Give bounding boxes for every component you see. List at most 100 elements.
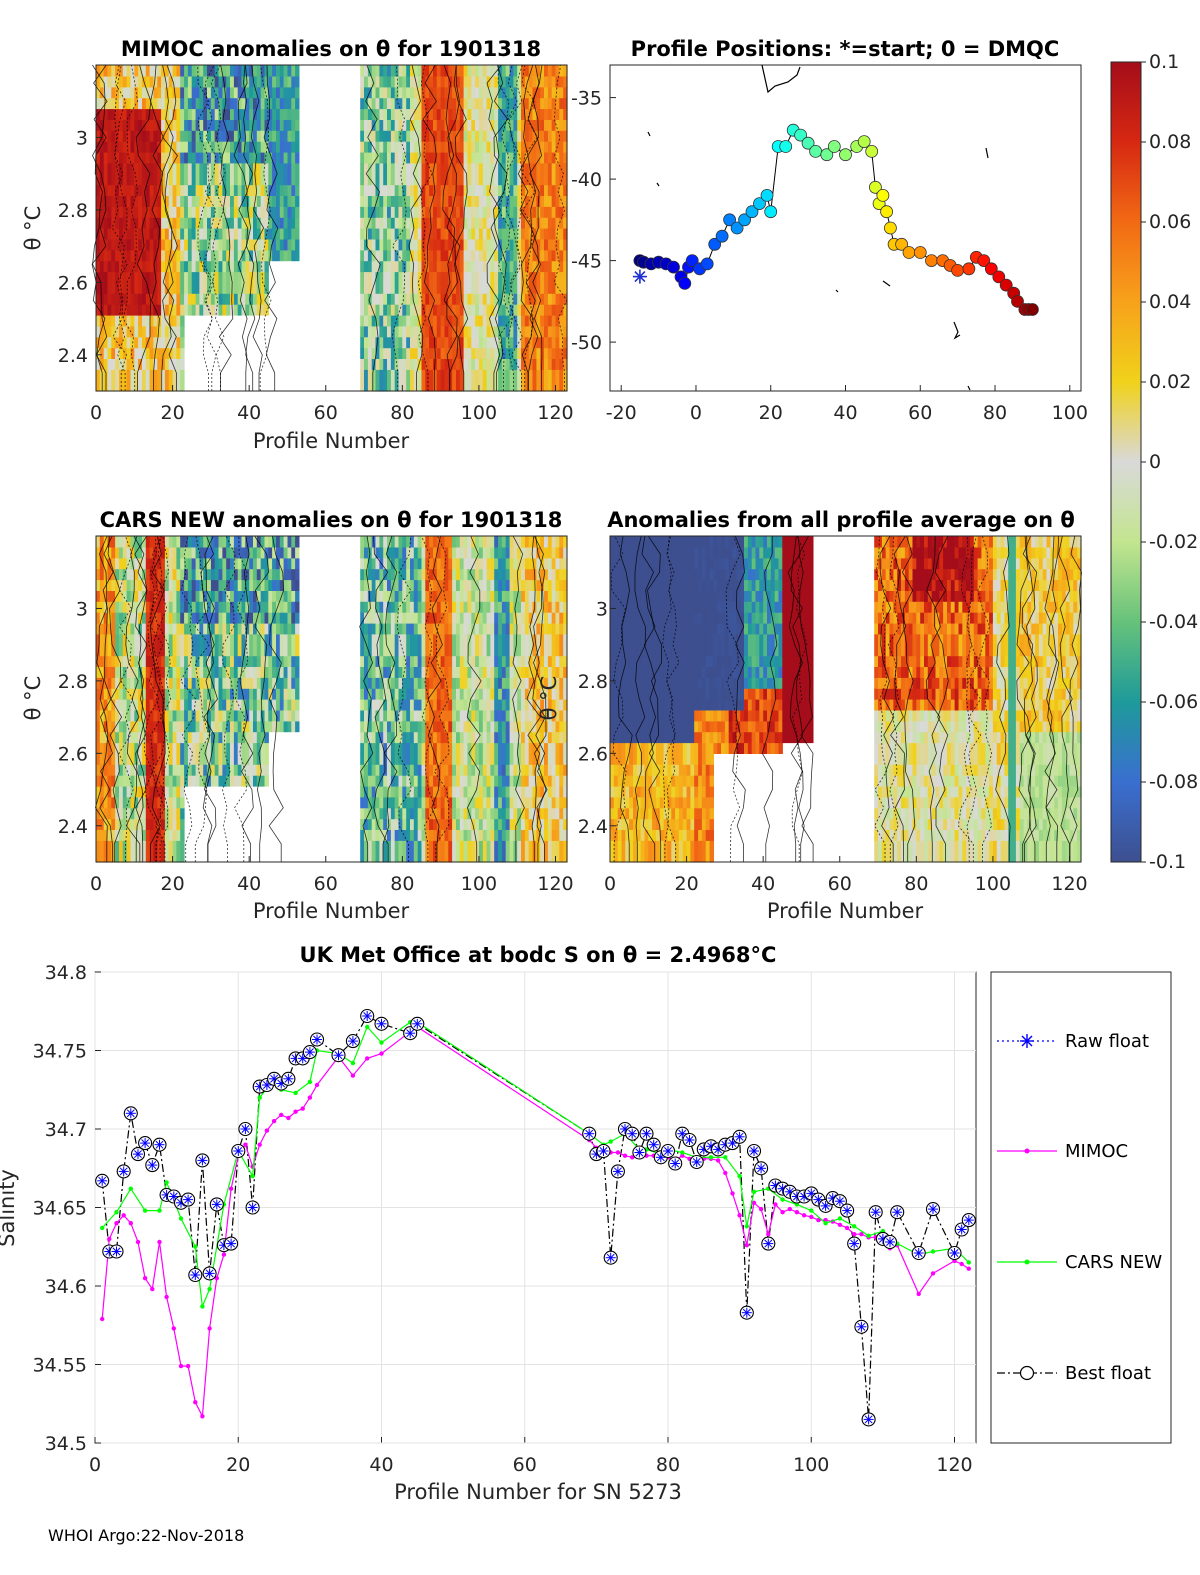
heatmap-cell: [199, 228, 204, 240]
heatmap-cell: [490, 304, 495, 316]
heatmap-cell: [126, 358, 131, 370]
heatmap-cell: [524, 336, 530, 349]
heatmap-cell: [230, 764, 235, 776]
heatmap-cell: [122, 688, 128, 700]
heatmap-cell: [509, 173, 514, 186]
heatmap-cell: [226, 764, 231, 776]
heatmap-cell: [245, 557, 250, 570]
heatmap-cell: [226, 709, 231, 722]
heatmap-cell: [130, 546, 135, 559]
heatmap-cell: [559, 228, 564, 240]
heatmap-cell: [107, 775, 112, 787]
heatmap-cell: [375, 579, 380, 591]
heatmap-cell: [134, 195, 139, 207]
heatmap-cell: [237, 238, 243, 251]
heatmap-cell: [126, 644, 131, 657]
heatmap-cell: [276, 633, 281, 646]
heatmap-cell: [103, 228, 109, 240]
heatmap-cell: [364, 304, 369, 316]
heatmap-cell: [364, 622, 369, 635]
heatmap-cell: [444, 206, 449, 218]
heatmap-cell: [536, 282, 541, 294]
heatmap-cell: [161, 86, 166, 99]
heatmap-cell: [164, 557, 170, 570]
heatmap-cell: [260, 742, 266, 754]
heatmap-cell: [463, 347, 468, 359]
heatmap-cell: [122, 238, 128, 251]
heatmap-cell: [509, 162, 514, 175]
profile-position-point: [779, 140, 793, 153]
heatmap-cell: [406, 546, 411, 559]
heatmap-cell: [383, 151, 388, 164]
heatmap-cell: [164, 336, 170, 349]
heatmap-cell: [168, 336, 174, 349]
heatmap-cell: [230, 536, 235, 548]
heatmap-cell: [521, 65, 526, 77]
heatmap-cell: [417, 775, 423, 787]
heatmap-cell: [107, 130, 112, 142]
heatmap-cell: [153, 75, 158, 88]
heatmap-cell: [413, 742, 419, 754]
heatmap-cell: [103, 293, 109, 305]
heatmap-cell: [498, 325, 503, 338]
heatmap-cell: [387, 304, 392, 316]
heatmap-cell: [410, 358, 415, 370]
heatmap-cell: [291, 601, 296, 613]
heatmap-cell: [394, 666, 400, 678]
heatmap-cell: [276, 688, 281, 700]
heatmap-cell: [130, 314, 135, 327]
heatmap-cell: [157, 644, 162, 657]
heatmap-cell: [410, 731, 415, 744]
heatmap-cell: [103, 304, 109, 316]
heatmap-cell: [494, 162, 499, 175]
heatmap-cell: [176, 369, 181, 381]
heatmap-cell: [364, 173, 369, 186]
heatmap-cell: [142, 666, 147, 678]
heatmap-cell: [452, 380, 457, 392]
heatmap-cell: [268, 644, 273, 657]
heatmap-cell: [172, 260, 177, 273]
heatmap-cell: [176, 314, 181, 327]
heatmap-cell: [513, 336, 518, 349]
heatmap-cell: [253, 151, 258, 164]
heatmap-cell: [387, 325, 392, 338]
heatmap-cell: [375, 601, 380, 613]
heatmap-cell: [364, 380, 369, 392]
heatmap-cell: [172, 141, 177, 153]
heatmap-cell: [207, 557, 212, 570]
heatmap-cell: [452, 336, 457, 349]
heatmap-cell: [398, 829, 403, 841]
heatmap-cell: [226, 217, 231, 229]
heatmap-cell: [187, 655, 193, 667]
heatmap-cell: [176, 119, 181, 131]
heatmap-cell: [241, 249, 246, 262]
heatmap-cell: [471, 325, 476, 338]
heatmap-cell: [287, 86, 292, 99]
heatmap-cell: [394, 775, 400, 787]
heatmap-cell: [241, 119, 246, 131]
heatmap-cell: [498, 151, 503, 164]
heatmap-cell: [222, 753, 227, 765]
heatmap-cell: [291, 162, 296, 175]
heatmap-cell: [505, 206, 511, 218]
heatmap-cell: [295, 688, 300, 700]
heatmap-cell: [138, 97, 143, 110]
heatmap-cell: [245, 720, 250, 733]
heatmap-cell: [207, 271, 212, 283]
heatmap-cell: [191, 260, 197, 273]
heatmap-cell: [161, 271, 166, 283]
heatmap-cell: [164, 590, 170, 602]
heatmap-cell: [279, 86, 285, 99]
heatmap-cell: [142, 655, 147, 667]
heatmap-cell: [398, 699, 403, 711]
heatmap-cell: [559, 151, 564, 164]
heatmap-cell: [390, 785, 396, 798]
heatmap-cell: [180, 293, 185, 305]
heatmap-cell: [119, 130, 124, 142]
heatmap-cell: [456, 347, 461, 359]
heatmap-cell: [494, 260, 499, 273]
heatmap-cell: [207, 119, 212, 131]
heatmap-cell: [172, 217, 177, 229]
heatmap-cell: [387, 807, 392, 820]
heatmap-cell: [364, 818, 369, 830]
